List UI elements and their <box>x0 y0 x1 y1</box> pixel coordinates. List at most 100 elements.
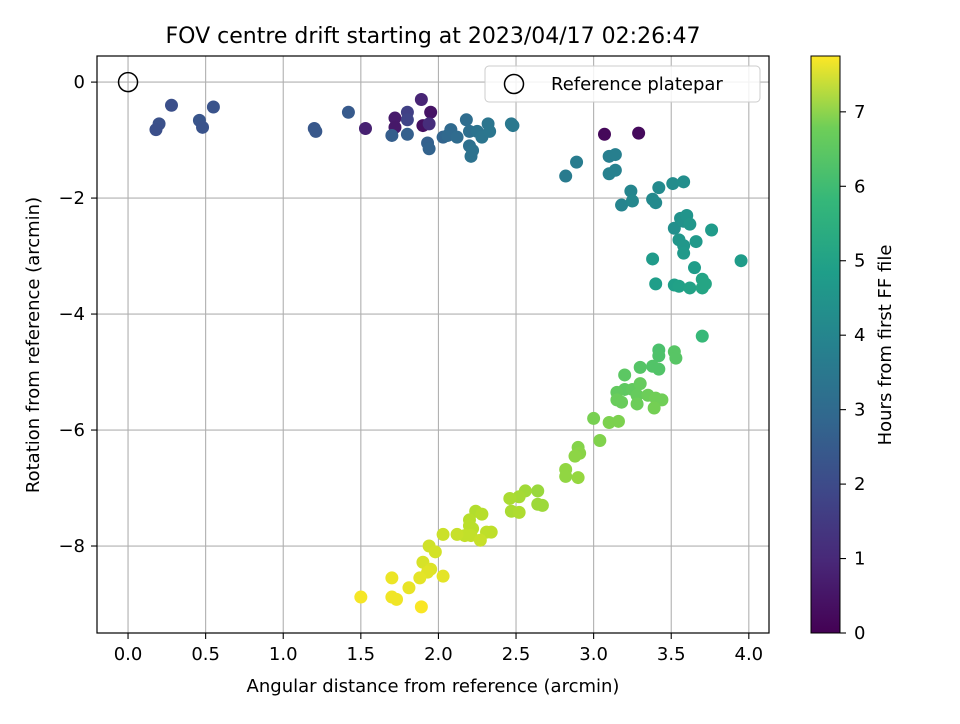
x-tick-label: 3.0 <box>579 644 608 665</box>
y-axis-label: Rotation from reference (arcmin) <box>23 197 44 493</box>
data-point <box>149 123 163 137</box>
x-axis: 0.0 0.5 1.0 1.5 2.0 2.5 3.0 3.5 4.0 <box>114 633 763 665</box>
data-point <box>535 498 549 512</box>
data-point <box>413 571 427 585</box>
data-point <box>388 111 402 125</box>
colorbar-gradient <box>810 55 841 634</box>
data-point <box>652 181 666 195</box>
data-point <box>695 329 709 343</box>
legend-box <box>484 65 761 103</box>
data-point <box>341 105 355 119</box>
data-point <box>632 126 646 140</box>
plot-frame <box>96 55 770 634</box>
data-point <box>646 252 660 266</box>
x-tick-label: 1.0 <box>269 644 298 665</box>
data-point <box>385 571 399 585</box>
y-tick-label: −8 <box>58 536 85 557</box>
colorbar-tick-label: 7 <box>854 102 865 123</box>
data-point <box>164 98 178 112</box>
x-tick-label: 0.0 <box>114 644 143 665</box>
data-point <box>633 377 647 391</box>
colorbar-label: Hours from first FF file <box>875 245 896 446</box>
data-point <box>402 581 416 595</box>
y-tick-label: −2 <box>58 188 85 209</box>
data-point <box>705 223 719 237</box>
data-point <box>630 397 644 411</box>
data-point <box>568 449 582 463</box>
data-point <box>459 113 473 127</box>
data-point <box>615 395 629 409</box>
data-point <box>422 142 436 156</box>
data-point <box>400 113 414 127</box>
data-point <box>698 277 712 291</box>
data-point <box>483 124 497 138</box>
data-point <box>618 368 632 382</box>
colorbar-tick-label: 4 <box>854 325 865 346</box>
data-point <box>652 362 666 376</box>
data-point <box>625 194 639 208</box>
scatter-points <box>149 92 748 614</box>
data-point <box>512 505 526 519</box>
data-point <box>649 196 663 210</box>
data-point <box>436 569 450 583</box>
colorbar-tick-label: 2 <box>854 474 865 495</box>
data-point <box>683 281 697 295</box>
x-tick-label: 2.0 <box>424 644 453 665</box>
data-point <box>309 124 323 138</box>
data-point <box>688 261 702 275</box>
x-tick-label: 0.5 <box>191 644 220 665</box>
data-point <box>559 169 573 183</box>
data-point <box>689 235 703 249</box>
data-point <box>672 279 686 293</box>
data-point <box>390 592 404 606</box>
data-point <box>655 393 669 407</box>
data-point <box>531 484 545 498</box>
data-point <box>571 471 585 485</box>
y-axis: 0 −2 −4 −6 −8 <box>58 72 97 557</box>
data-point <box>428 545 442 559</box>
data-point <box>503 491 517 505</box>
x-tick-label: 4.0 <box>735 644 764 665</box>
data-point <box>466 144 480 158</box>
legend-label: Reference platepar <box>551 74 723 95</box>
data-point <box>450 130 464 144</box>
data-point <box>593 433 607 447</box>
data-point <box>608 148 622 162</box>
y-tick-label: −4 <box>58 304 85 325</box>
data-point <box>677 175 691 189</box>
reference-platepar-marker <box>117 71 139 93</box>
x-tick-label: 2.5 <box>502 644 531 665</box>
data-point <box>667 221 681 235</box>
data-point <box>414 600 428 614</box>
data-point <box>570 155 584 169</box>
data-point <box>475 507 489 521</box>
y-tick-label: 0 <box>74 72 85 93</box>
colorbar-tick-label: 1 <box>854 549 865 570</box>
colorbar: 0 1 2 3 4 5 6 7 Hours from first FF file <box>810 55 896 644</box>
legend: Reference platepar <box>484 65 761 103</box>
data-point <box>677 246 691 260</box>
colorbar-tick-label: 6 <box>854 176 865 197</box>
data-point <box>196 120 210 134</box>
data-point <box>358 121 372 135</box>
y-tick-label: −6 <box>58 420 85 441</box>
data-point <box>206 100 220 114</box>
x-axis-label: Angular distance from reference (arcmin) <box>247 676 620 697</box>
data-point <box>683 217 697 231</box>
colorbar-tick-label: 0 <box>854 623 865 644</box>
data-point <box>669 351 683 365</box>
data-point <box>652 349 666 363</box>
data-point <box>649 277 663 291</box>
colorbar-ticks: 0 1 2 3 4 5 6 7 <box>840 102 865 644</box>
x-tick-label: 1.5 <box>347 644 376 665</box>
data-point <box>450 527 464 541</box>
data-point <box>611 414 625 428</box>
data-point <box>400 127 414 141</box>
data-point <box>559 469 573 483</box>
data-point <box>587 411 601 425</box>
data-point <box>666 177 680 191</box>
data-point <box>597 127 611 141</box>
reference-marker <box>117 71 139 93</box>
data-point <box>633 360 647 374</box>
